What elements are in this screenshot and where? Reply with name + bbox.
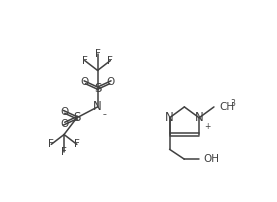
Text: +: + [204,122,211,131]
Text: F: F [61,147,67,157]
Text: F: F [82,56,88,66]
Text: F: F [48,139,54,149]
Text: F: F [95,49,101,59]
Text: O: O [81,77,89,87]
Text: CH: CH [220,102,235,112]
Text: F: F [74,139,80,149]
Text: O: O [60,107,68,117]
Text: N: N [195,111,204,124]
Text: S: S [94,82,101,95]
Text: O: O [106,77,114,87]
Text: S: S [73,111,81,124]
Text: F: F [107,56,113,66]
Text: –: – [102,110,106,119]
Text: 3: 3 [231,99,236,108]
Text: OH: OH [203,154,219,164]
Text: N: N [93,100,102,113]
Text: N: N [165,111,174,124]
Text: O: O [60,119,68,129]
